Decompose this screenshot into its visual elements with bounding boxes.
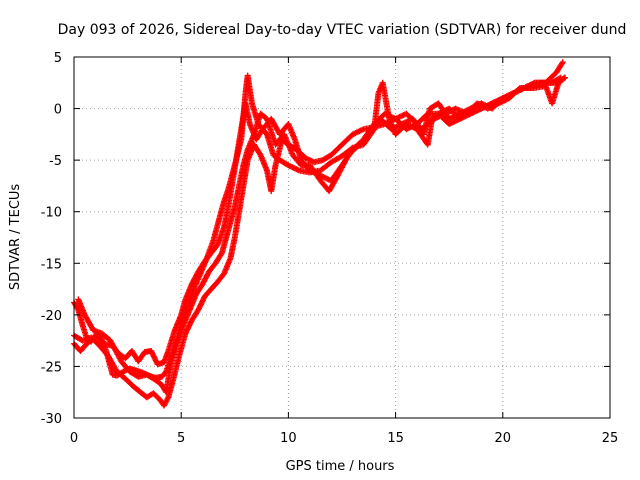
data-point [556, 75, 563, 82]
x-tick-label: 5 [177, 431, 185, 446]
data-point [559, 60, 566, 67]
y-axis-label: SDTVAR / TECUs [8, 184, 23, 291]
x-tick-label: 25 [602, 431, 619, 446]
grid [74, 57, 610, 418]
x-axis-label: GPS time / hours [286, 459, 395, 474]
data-series [75, 74, 564, 396]
y-tick-label: 0 [54, 103, 62, 118]
plot-frame [73, 56, 611, 419]
y-tick-label: -25 [41, 360, 62, 375]
x-tick-label: 10 [280, 431, 297, 446]
data-series [71, 74, 568, 409]
axis-ticks: 0 5 10 15 20 25 -30 -25 -20 -15 -10 -5 0 5 [41, 51, 619, 446]
x-tick-label: 15 [387, 431, 404, 446]
y-tick-label: -5 [49, 154, 62, 169]
data-point [559, 59, 566, 66]
data-points [71, 59, 568, 409]
y-tick-label: -15 [41, 257, 62, 272]
data-point [557, 74, 564, 81]
y-tick-label: -30 [41, 412, 62, 427]
y-tick-label: 5 [54, 51, 62, 66]
chart-title: Day 093 of 2026, Sidereal Day-to-day VTE… [58, 22, 627, 38]
x-tick-label: 0 [70, 431, 78, 446]
y-tick-label: -10 [41, 206, 62, 221]
data-series [71, 74, 568, 368]
y-tick-label: -20 [41, 309, 62, 324]
x-tick-label: 20 [495, 431, 512, 446]
data-point [218, 251, 225, 258]
